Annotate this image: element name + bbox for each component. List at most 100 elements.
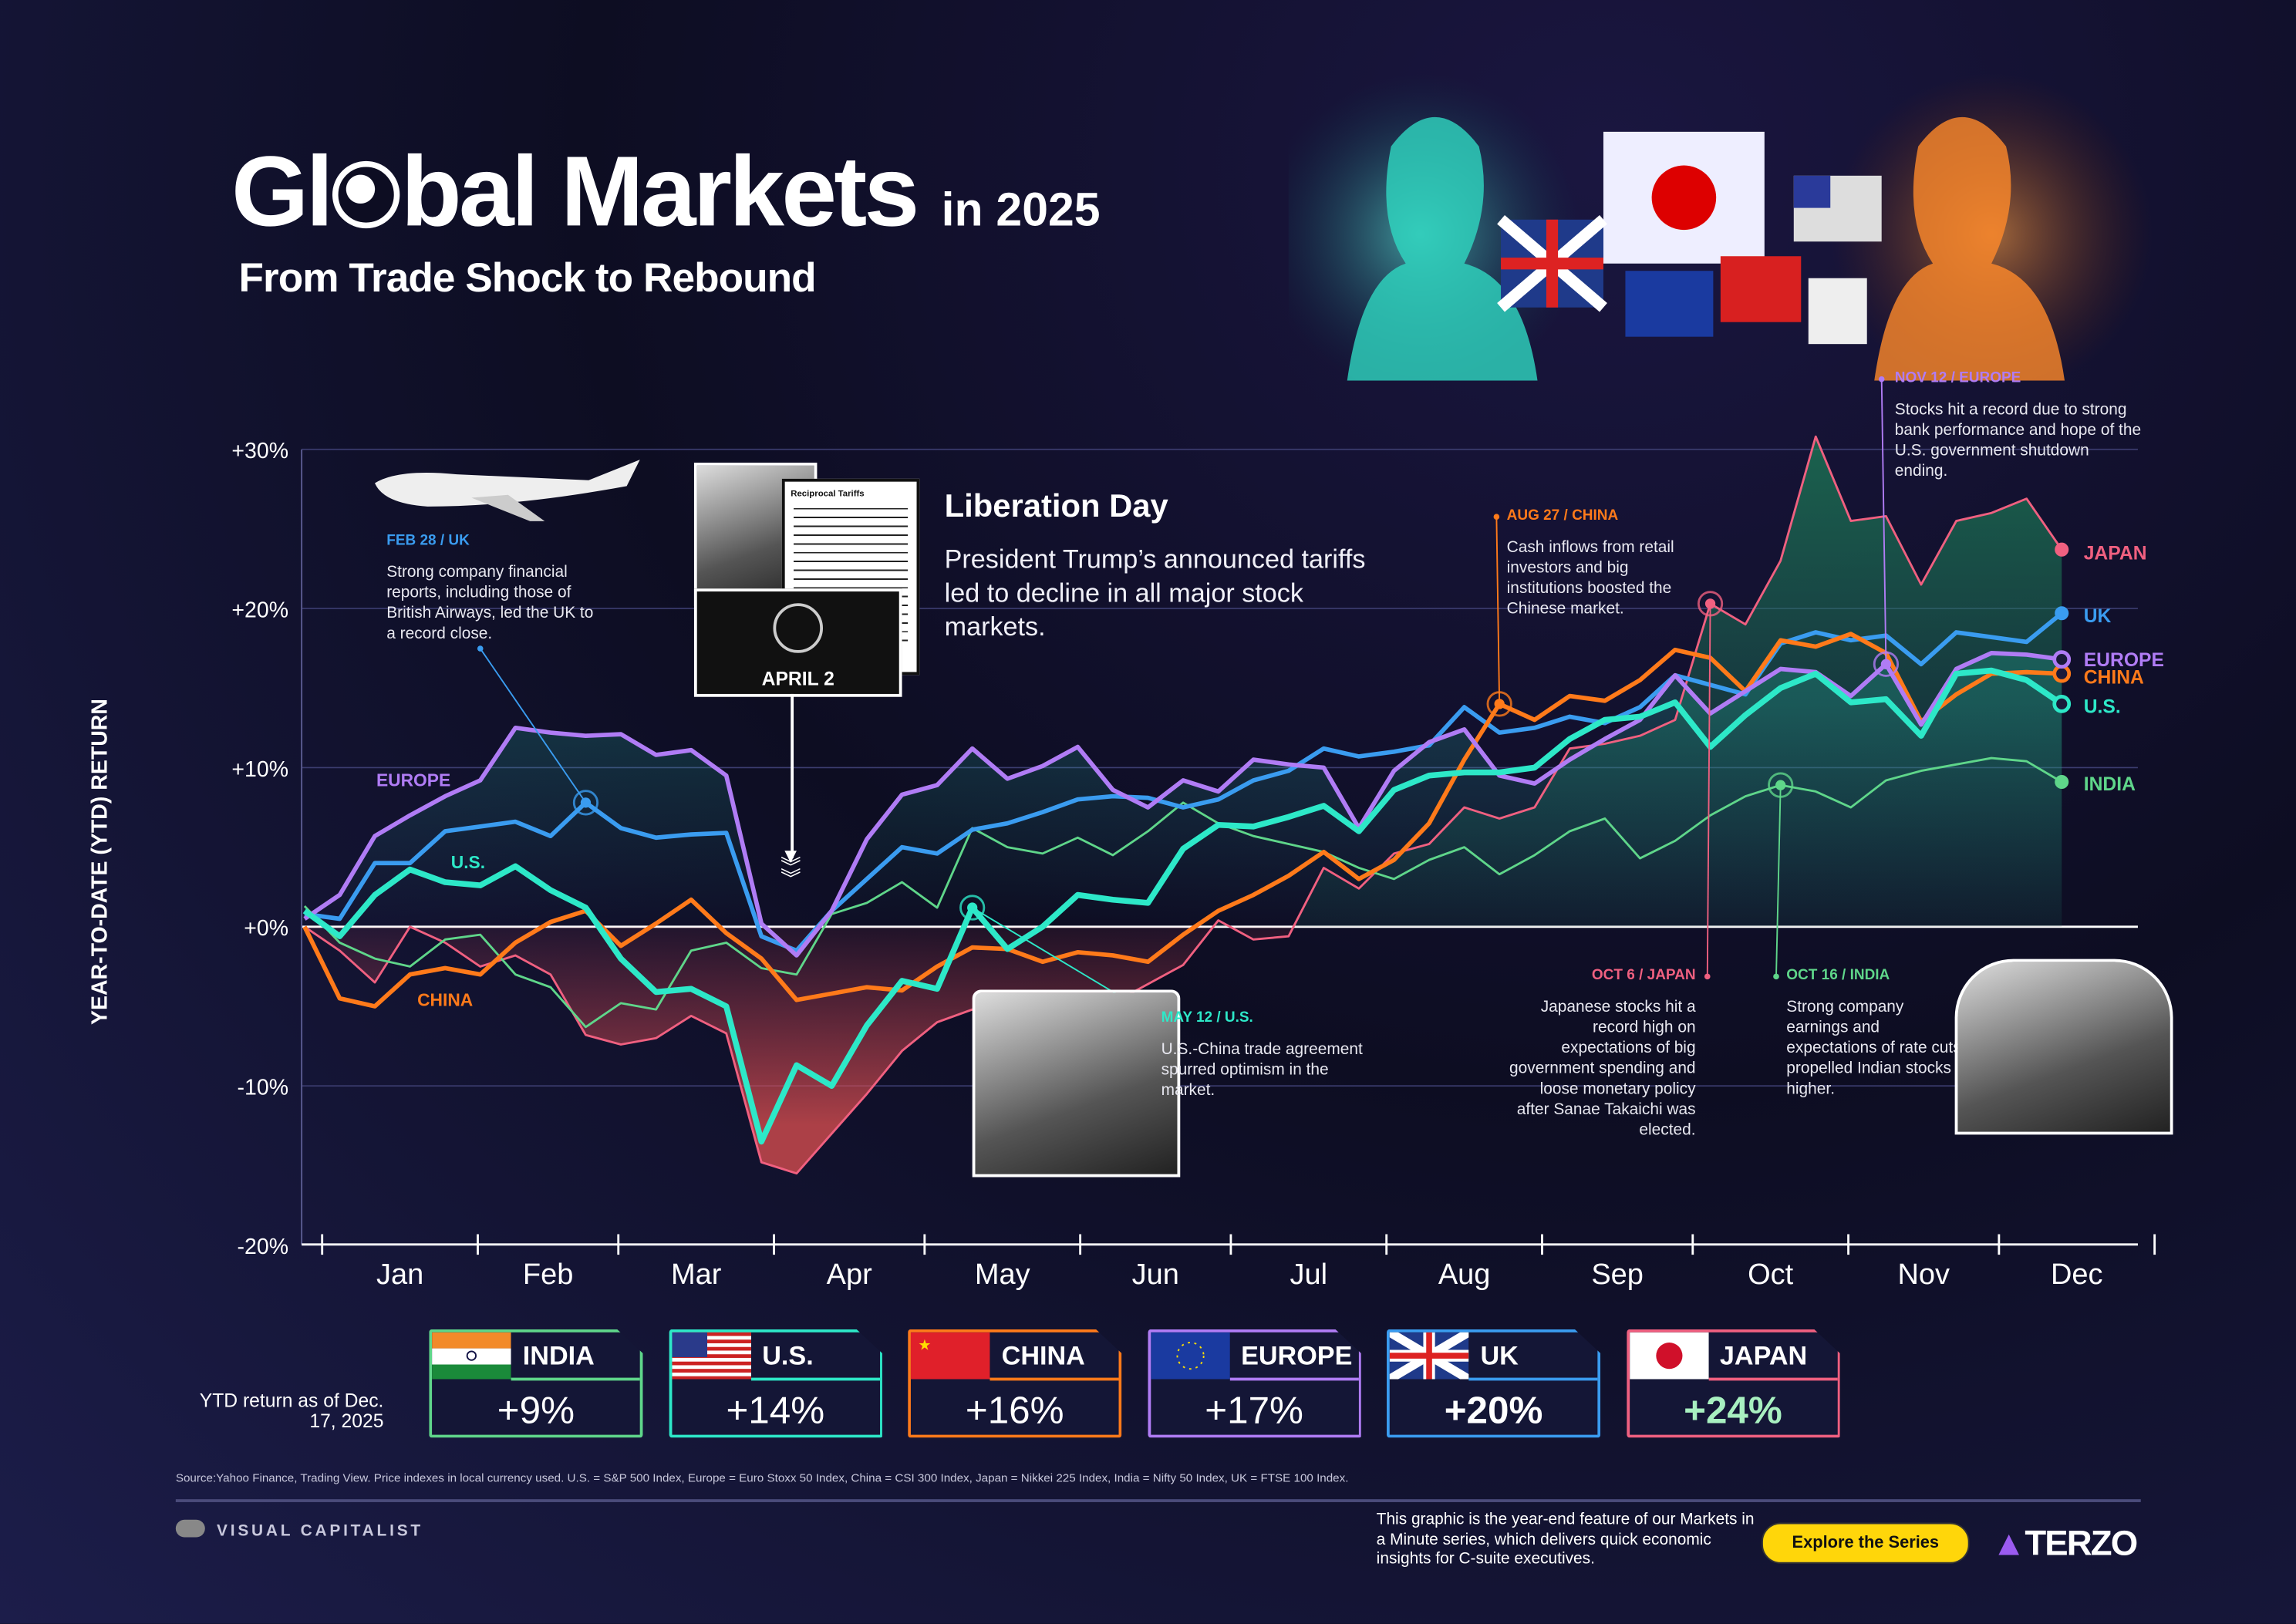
feb28-marker-leader-line [479, 648, 587, 804]
trump-hologram [1347, 116, 1538, 381]
annotation-date: FEB 28 / UK [386, 533, 470, 549]
tariff-sign-title: Reciprocal Tariffs [791, 490, 865, 500]
feb28-marker-dot [580, 797, 592, 808]
series-blurb: This graphic is the year-end feature of … [1376, 1511, 1755, 1568]
aug27-marker-ring [1486, 691, 1512, 717]
inline-label-us: U.S. [450, 851, 486, 873]
summary-card-china: ★ CHINA +16% [908, 1329, 1122, 1438]
xi-hologram [1874, 116, 2065, 381]
annotation-date: OCT 16 / INDIA [1786, 967, 1890, 984]
card-country: CHINA [1001, 1341, 1085, 1371]
annotation-title: Liberation Day [944, 487, 1168, 524]
x-tick-label: Jan [376, 1258, 423, 1291]
card-country: UK [1480, 1341, 1519, 1371]
inline-label-europe: EUROPE [376, 770, 451, 791]
summary-card-uk: UK +20% [1386, 1329, 1601, 1438]
y-tick-label: +20% [231, 598, 288, 622]
summary-card-japan: JAPAN +24% [1626, 1329, 1840, 1438]
summary-card-europe: EUROPE +17% [1147, 1329, 1361, 1438]
end-label-uk: UK [2083, 605, 2112, 627]
summary-card-us: U.S. +14% [668, 1329, 882, 1438]
end-point-india [2055, 774, 2069, 790]
y-tick-label: -10% [238, 1076, 288, 1100]
annotation-text: Strong company earnings and expectations… [1786, 998, 1961, 1098]
ytd-asof-label: YTD return as of Dec. 17, 2025 [199, 1389, 384, 1432]
x-tick-label: Mar [671, 1258, 722, 1291]
terzo-triangle-icon: ▲ [1991, 1524, 2026, 1564]
annotation-date: NOV 12 / EUROPE [1894, 370, 2021, 387]
oct6-marker-leader-dot [1704, 973, 1711, 980]
nov12-marker-dot [1880, 659, 1892, 669]
x-tick-label: Aug [1438, 1258, 1491, 1291]
end-label-india: INDIA [2083, 773, 2136, 795]
oct6-marker-leader-line [1706, 603, 1711, 977]
feb28-marker-ring [572, 790, 599, 816]
uk-flag-icon [1389, 1332, 1469, 1380]
europe-flag-icon [1150, 1332, 1229, 1380]
china-flag-icon: ★ [910, 1332, 990, 1380]
aug27-marker-leader-dot [1493, 514, 1500, 521]
card-ytd-value: +16% [965, 1387, 1064, 1432]
india-flag-icon [1808, 278, 1867, 345]
x-tick-label: Oct [1748, 1258, 1794, 1291]
card-divider [990, 1377, 1119, 1381]
series-line-europe [303, 650, 2062, 958]
card-divider [1229, 1377, 1358, 1381]
annotation-text: Stocks hit a record due to strong bank p… [1894, 401, 2142, 480]
end-point-europe [2052, 650, 2072, 669]
end-label-us: U.S. [2083, 695, 2121, 718]
podium: APRIL 2 [693, 588, 902, 697]
y-tick-label: -20% [238, 1235, 288, 1259]
end-point-japan [2055, 542, 2069, 557]
annotation-date: OCT 6 / JAPAN [1591, 967, 1696, 984]
footer-divider [175, 1499, 2141, 1502]
x-tick-label: Sep [1591, 1258, 1644, 1291]
annotation-aug27: AUG 27 / CHINA Cash inflows from retail … [1507, 508, 1704, 619]
title-part: Gl [231, 136, 334, 248]
title-year: in 2025 [941, 183, 1101, 236]
may12-marker-ring [959, 895, 986, 921]
card-country: U.S. [762, 1341, 814, 1371]
april-2-badge: APRIL 2 [761, 667, 834, 690]
nov12-marker-leader-line [1880, 379, 1887, 665]
x-tick-label: Jun [1132, 1258, 1179, 1291]
x-tick-label: Jul [1290, 1258, 1328, 1291]
terzo-logo[interactable]: ▲TERZO [1991, 1524, 2138, 1565]
nov12-marker-ring [1873, 651, 1900, 677]
visual-capitalist-logo[interactable]: VISUAL CAPITALIST [175, 1519, 423, 1541]
card-ytd-value: +17% [1205, 1387, 1303, 1432]
annotation-feb28: FEB 28 / UK Strong company financial rep… [386, 533, 606, 644]
modi-photo [1954, 959, 2173, 1135]
annotation-text: President Trump’s announced tariffs led … [944, 544, 1366, 642]
india-flag-icon [432, 1332, 511, 1380]
logo-icon [175, 1519, 205, 1538]
annotation-oct6: OCT 6 / JAPAN Japanese stocks hit a reco… [1509, 968, 1696, 1141]
brand-name: VISUAL CAPITALIST [216, 1522, 423, 1541]
oct16-marker-leader-line [1775, 785, 1782, 977]
end-label-japan: JAPAN [2083, 541, 2147, 564]
china-flag-icon [1720, 256, 1802, 322]
eu-flag-icon [1625, 271, 1714, 337]
explore-series-button[interactable]: Explore the Series [1762, 1522, 1970, 1564]
oct16-marker-leader-dot [1773, 973, 1779, 980]
annotation-date: AUG 27 / CHINA [1506, 507, 1619, 524]
annotation-text: Strong company financial reports, includ… [386, 563, 594, 643]
oct16-marker-dot [1775, 780, 1786, 790]
card-ytd-value: +20% [1444, 1387, 1543, 1432]
nov12-marker-leader-dot [1878, 376, 1885, 382]
globe-icon [332, 160, 400, 229]
end-label-europe: EUROPE [2083, 649, 2164, 671]
card-ytd-value: +14% [726, 1387, 825, 1432]
xi-photo [972, 989, 1181, 1178]
annotation-text: U.S.-China trade agreement spurred optim… [1161, 1040, 1363, 1100]
annotation-may12: MAY 12 / U.S. U.S.-China trade agreement… [1161, 1010, 1367, 1101]
summary-card-india: INDIA +9% [429, 1329, 643, 1438]
sponsor-name: TERZO [2025, 1524, 2138, 1564]
hero-illustration [1288, 72, 2153, 381]
end-label-china: CHINA [2083, 665, 2144, 689]
end-point-us [2052, 695, 2072, 713]
series-line-us [302, 667, 2064, 1145]
page-subtitle: From Trade Shock to Rebound [238, 254, 816, 301]
